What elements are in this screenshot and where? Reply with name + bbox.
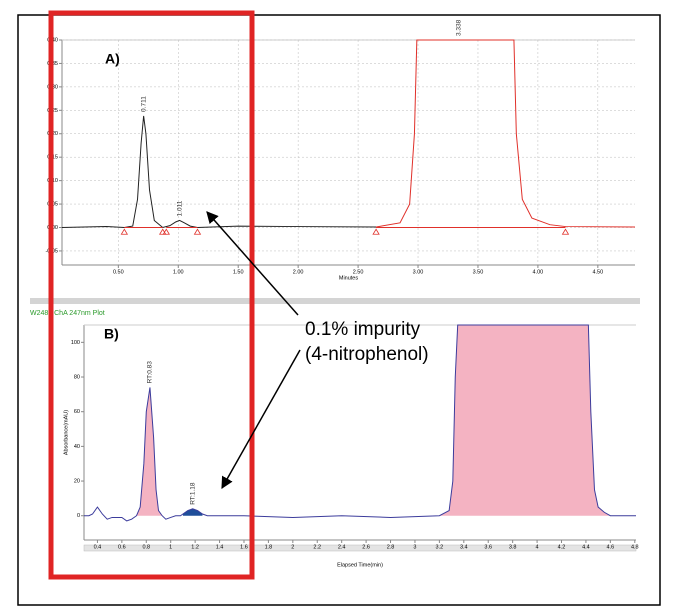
x-tick-label: 1 <box>169 544 172 550</box>
arrow <box>221 349 301 490</box>
trace <box>84 324 636 522</box>
panel-label: B) <box>104 326 119 342</box>
x-tick-label: 4.4 <box>582 544 590 550</box>
x-tick-label: 0.8 <box>142 544 150 550</box>
x-tick-label: 3.00 <box>413 269 424 275</box>
panel-label: A) <box>105 51 120 67</box>
annotation: (4-nitrophenol) <box>305 344 429 365</box>
y-tick-label: 60 <box>74 409 80 415</box>
integration-mark <box>158 228 167 235</box>
y-tick-label: 40 <box>74 444 80 450</box>
x-axis-label: Minutes <box>339 275 359 281</box>
x-tick-label: 4.8 <box>631 544 639 550</box>
x-tick-label: 4.50 <box>592 269 603 275</box>
x-tick-label: 3.4 <box>460 544 468 550</box>
x-tick-label: 3.2 <box>436 544 444 550</box>
x-tick-label: 0.50 <box>113 269 124 275</box>
x-tick-label: 1.2 <box>191 544 199 550</box>
y-tick-label: 20 <box>74 479 80 485</box>
x-tick-label: 2.6 <box>362 544 370 550</box>
peak-fill <box>136 387 163 516</box>
chart-title: W2489 ChA 247nm Plot <box>30 310 105 317</box>
peak-label: 3.338 <box>455 19 462 36</box>
x-tick-label: 2.50 <box>353 269 364 275</box>
x-tick-label: 0.4 <box>94 544 102 550</box>
x-tick-label: 3 <box>413 544 416 550</box>
y-axis-label: Absorbance(mAU) <box>63 410 69 455</box>
x-tick-label: 1.6 <box>240 544 248 550</box>
frame <box>17 14 661 606</box>
scrollbar <box>83 544 637 552</box>
x-tick-label: 1.50 <box>233 269 244 275</box>
peak-label: 1.011 <box>176 200 183 216</box>
integration-mark <box>120 228 129 235</box>
x-tick-label: 4 <box>536 544 539 550</box>
x-tick-label: 2 <box>291 544 294 550</box>
y-tick-label: 80 <box>74 374 80 380</box>
y-tick-label: 0 <box>77 513 80 519</box>
x-tick-label: 1.00 <box>173 269 184 275</box>
x-tick-label: 2.8 <box>387 544 395 550</box>
trace <box>61 115 377 229</box>
peak-fill <box>439 325 611 516</box>
integration-mark <box>162 228 170 235</box>
x-tick-label: 4.2 <box>558 544 566 550</box>
x-tick-label: 4.00 <box>533 269 544 275</box>
x-tick-label: 2.4 <box>338 544 346 550</box>
trace <box>375 39 636 228</box>
integration-mark <box>193 228 202 235</box>
peak-label: RT:0.83 <box>147 361 154 384</box>
highlight-box <box>48 10 255 580</box>
arrow <box>206 211 299 316</box>
x-tick-label: 1.4 <box>216 544 224 550</box>
divider <box>30 298 640 304</box>
integration-mark <box>561 228 570 235</box>
peak-label: 0.711 <box>140 96 147 112</box>
x-tick-label: 3.8 <box>509 544 517 550</box>
annotation: 0.1% impurity <box>305 319 421 340</box>
x-tick-label: 2.2 <box>313 544 321 550</box>
peak-label: RT:1.18 <box>189 482 196 505</box>
x-axis-label: Elapsed Time(min) <box>337 562 383 568</box>
x-tick-label: 1.8 <box>265 544 273 550</box>
x-tick-label: 2.00 <box>293 269 304 275</box>
y-tick-label: 100 <box>71 340 80 346</box>
x-tick-label: 4.6 <box>607 544 615 550</box>
x-tick-label: 3.6 <box>484 544 492 550</box>
x-tick-label: 0.6 <box>118 544 126 550</box>
x-tick-label: 3.50 <box>473 269 484 275</box>
integration-mark <box>372 228 380 235</box>
